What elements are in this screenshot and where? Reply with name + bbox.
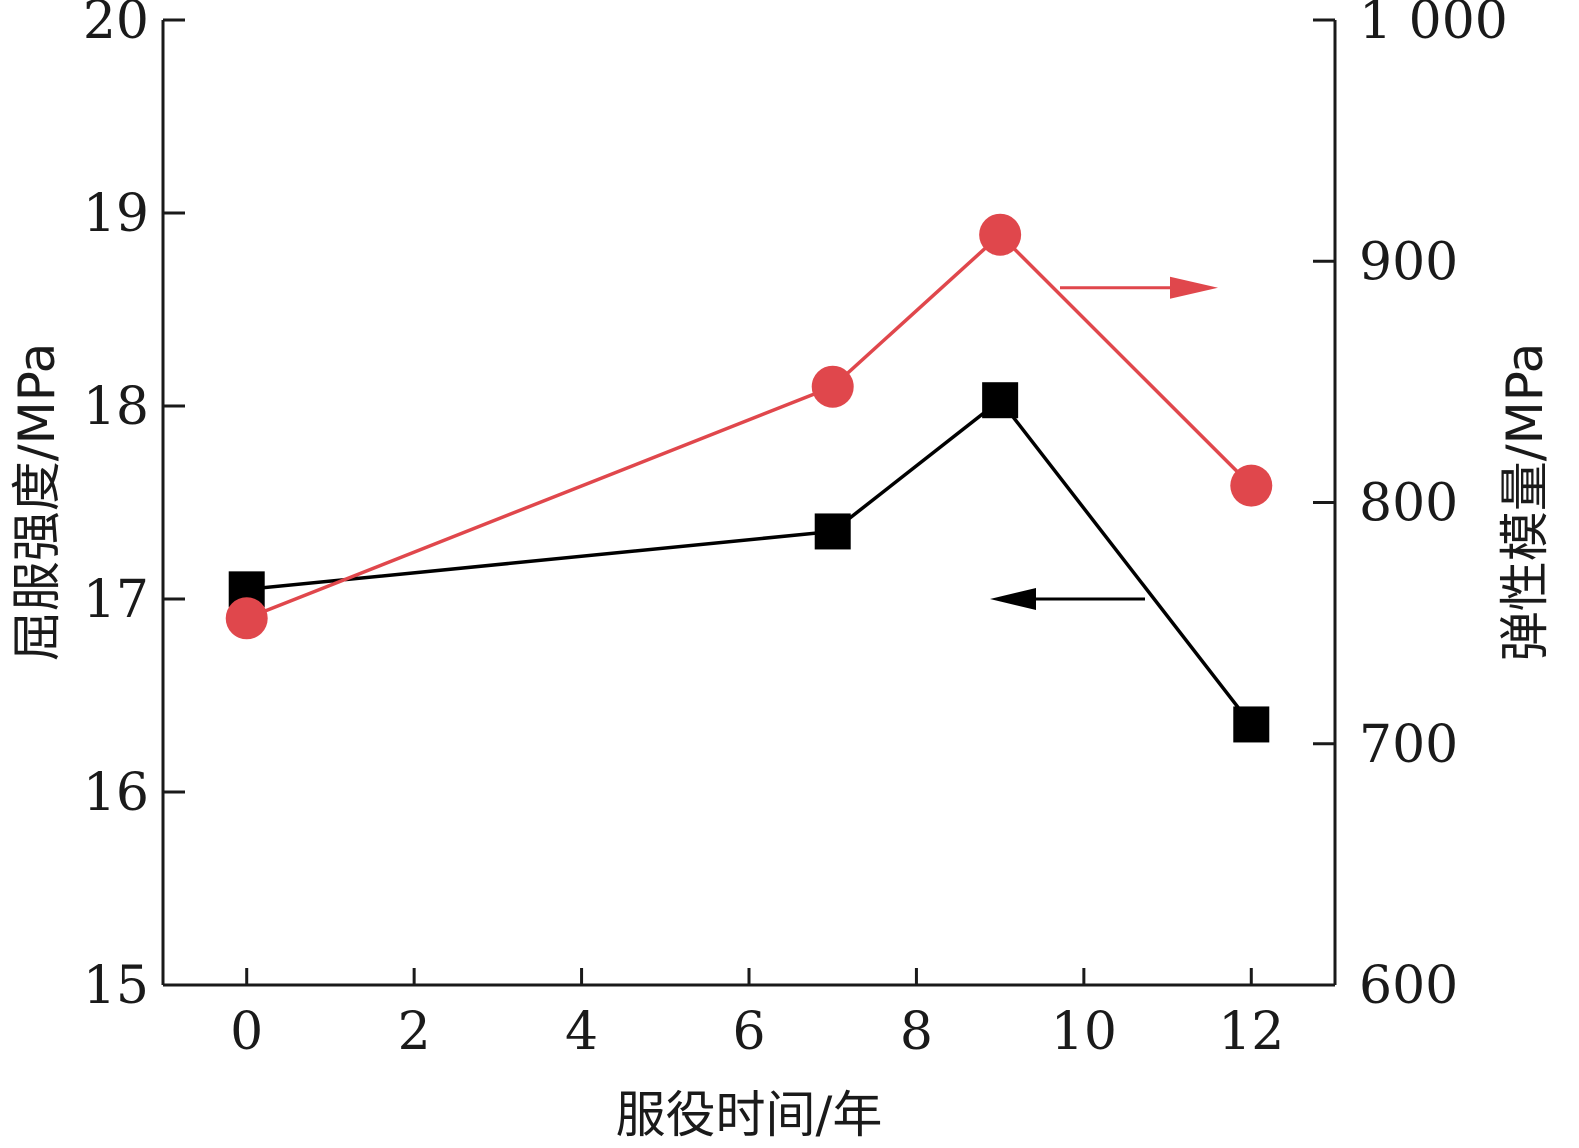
right-y-axis-title: 弹性模量/MPa [1496, 343, 1554, 662]
right-y-tick-label: 900 [1359, 232, 1458, 292]
x-axis-title: 服役时间/年 [616, 1086, 883, 1144]
square-marker [1233, 706, 1270, 743]
circle-marker [1230, 464, 1273, 507]
right-axis-arrow-head [1170, 276, 1218, 299]
series-layer [225, 213, 1273, 743]
x-tick-label: 6 [732, 1002, 765, 1062]
annotation-layer [990, 276, 1218, 610]
x-tick-label: 0 [230, 1002, 263, 1062]
x-tick-label: 8 [900, 1002, 933, 1062]
square-marker [814, 513, 851, 550]
left-y-tick-label: 18 [83, 377, 149, 437]
series-line [246, 232, 1253, 620]
x-tick-label: 2 [398, 1002, 431, 1062]
right-y-tick-label: 700 [1359, 715, 1458, 775]
left-y-axis-ticks: 15 16 17 18 19 20 [83, 0, 185, 1016]
left-y-tick-label: 15 [83, 956, 149, 1016]
x-axis-ticks: 0 2 4 6 8 10 12 [230, 968, 1284, 1062]
circle-marker [979, 213, 1022, 256]
circle-marker [811, 365, 854, 408]
series-line [246, 397, 1253, 726]
x-tick-label: 10 [1051, 1002, 1117, 1062]
left-y-tick-label: 16 [83, 763, 149, 823]
x-tick-label: 12 [1218, 1002, 1284, 1062]
right-y-tick-label: 1 000 [1359, 0, 1508, 51]
right-y-axis-ticks: 600 700 800 900 1 000 [1313, 0, 1508, 1016]
square-marker [982, 382, 1019, 419]
left-y-tick-label: 20 [83, 0, 149, 51]
right-y-tick-label: 600 [1359, 956, 1458, 1016]
left-y-axis-title: 屈服强度/MPa [8, 343, 66, 662]
plot-frame [161, 20, 1337, 987]
circle-marker [225, 597, 268, 640]
series-1 [225, 213, 1273, 640]
left-axis-arrow-head [990, 588, 1036, 610]
left-y-tick-label: 17 [83, 570, 149, 630]
left-y-tick-label: 19 [83, 184, 149, 244]
x-tick-label: 4 [565, 1002, 598, 1062]
right-y-tick-label: 800 [1359, 474, 1458, 534]
